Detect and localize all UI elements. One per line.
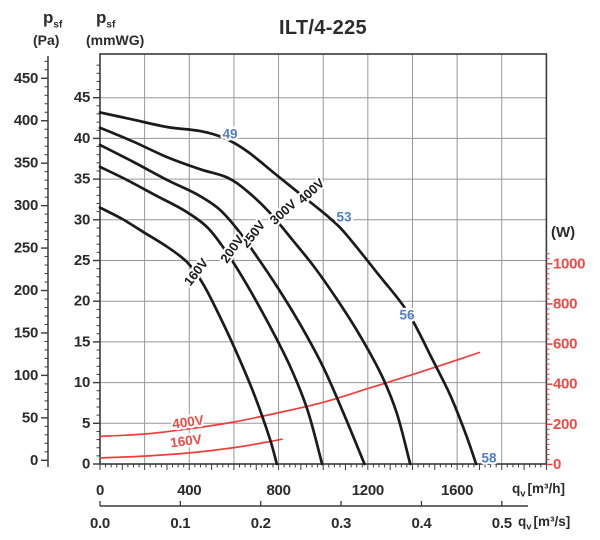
svg-text:0.3: 0.3 (331, 515, 351, 532)
pressure-curve-160V (98, 206, 279, 466)
svg-text:400: 400 (14, 112, 38, 129)
svg-text:1000: 1000 (553, 255, 585, 272)
pressure-curve-300V (98, 126, 412, 466)
flow-axis-m3h: 0 400 800 1200 1600 (96, 464, 547, 499)
svg-text:450: 450 (14, 70, 38, 87)
svg-text:0.1: 0.1 (170, 515, 190, 532)
mmwg-axis: 0 5 10 15 20 25 30 35 40 45 (74, 64, 100, 473)
svg-text:600: 600 (553, 336, 577, 353)
svg-text:0.0: 0.0 (90, 515, 110, 532)
svg-text:50: 50 (22, 409, 38, 426)
power-curve-160V (99, 438, 283, 459)
pa-axis: 0 50 100 150 200 250 300 350 400 450 (14, 56, 49, 469)
mmwg-axis-symbol: psf (96, 8, 116, 31)
mmwg-axis-title: psf (mmWG) (86, 7, 144, 49)
svg-text:45: 45 (74, 89, 90, 106)
svg-text:15: 15 (74, 333, 90, 350)
mmwg-axis-unit: (mmWG) (86, 31, 145, 48)
flow-axis-title-m3s: qv [m³/s] (518, 514, 571, 533)
flow-axis-m3s: 0.0 0.1 0.2 0.3 0.4 0.5 (90, 501, 528, 532)
flow-axis-title-m3h: qv [m³/h] (512, 481, 566, 500)
svg-text:100: 100 (14, 367, 38, 384)
pressure-curve-400V (98, 111, 478, 466)
chart-title: ILT/4-225 (279, 17, 367, 39)
pa-axis-unit: (Pa) (33, 31, 60, 48)
svg-text:350: 350 (14, 155, 38, 172)
svg-text:25: 25 (74, 252, 90, 269)
pa-axis-title: psf (Pa) (33, 7, 62, 49)
curve-label-300V: 300V (267, 196, 300, 228)
sound-level-58: 58 (481, 451, 497, 466)
svg-text:40: 40 (74, 130, 90, 147)
svg-text:10: 10 (74, 374, 90, 391)
plot-grid (100, 54, 547, 464)
power-curve-label-160V: 160V (169, 432, 202, 451)
svg-text:800: 800 (553, 295, 577, 312)
svg-text:0: 0 (30, 452, 38, 469)
sound-level-56: 56 (399, 308, 415, 323)
pressure-curve-200V (98, 165, 324, 466)
pa-axis-symbol: psf (43, 8, 63, 31)
svg-text:300: 300 (14, 197, 38, 214)
svg-text:5: 5 (82, 415, 90, 432)
svg-text:150: 150 (14, 324, 38, 341)
sound-level-53: 53 (336, 210, 352, 225)
power-curve-400V (99, 351, 481, 438)
svg-text:200: 200 (14, 282, 38, 299)
svg-text:200: 200 (553, 416, 577, 433)
pressure-curve-250V (98, 143, 366, 466)
svg-text:1200: 1200 (352, 482, 384, 499)
svg-text:35: 35 (74, 171, 90, 188)
svg-text:0.4: 0.4 (411, 515, 432, 532)
svg-text:250: 250 (14, 240, 38, 257)
svg-text:0: 0 (553, 456, 561, 473)
svg-text:400: 400 (177, 482, 201, 499)
watt-axis: 0 200 400 600 800 1000 (546, 253, 585, 473)
svg-text:0.2: 0.2 (251, 515, 271, 532)
svg-text:400: 400 (553, 376, 577, 393)
svg-text:800: 800 (266, 482, 290, 499)
svg-text:1600: 1600 (441, 482, 473, 499)
svg-text:0: 0 (82, 456, 90, 473)
svg-text:0: 0 (96, 482, 104, 499)
svg-text:0.5: 0.5 (492, 515, 512, 532)
svg-text:30: 30 (74, 211, 90, 228)
sound-level-49: 49 (222, 127, 237, 142)
watt-axis-title: (W) (551, 224, 576, 241)
power-curve-label-400V: 400V (171, 412, 204, 431)
svg-text:20: 20 (74, 293, 90, 310)
